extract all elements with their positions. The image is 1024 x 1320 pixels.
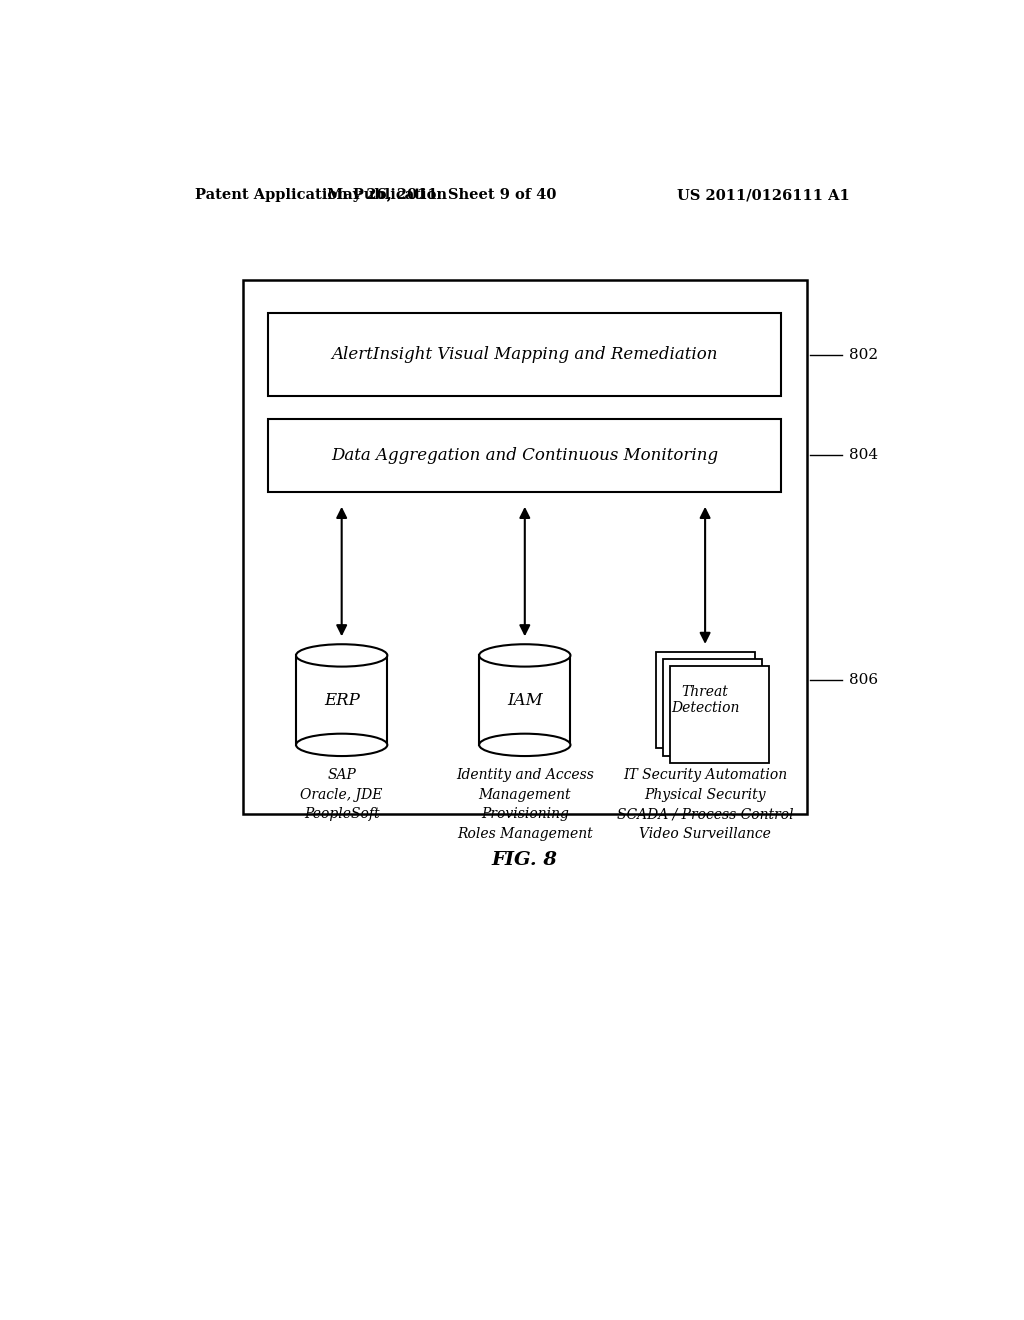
Text: AlertInsight Visual Mapping and Remediation: AlertInsight Visual Mapping and Remediat…: [332, 346, 718, 363]
Text: FIG. 8: FIG. 8: [492, 850, 558, 869]
Text: IT Security Automation
Physical Security
SCADA / Process Control
Video Surveilla: IT Security Automation Physical Security…: [616, 768, 794, 841]
Bar: [268, 313, 781, 396]
Bar: [268, 418, 781, 492]
Bar: [296, 656, 387, 744]
Ellipse shape: [296, 644, 387, 667]
Text: Patent Application Publication: Patent Application Publication: [196, 189, 447, 202]
Text: May 26, 2011  Sheet 9 of 40: May 26, 2011 Sheet 9 of 40: [327, 189, 556, 202]
Text: 802: 802: [849, 347, 878, 362]
Ellipse shape: [296, 734, 387, 756]
Text: US 2011/0126111 A1: US 2011/0126111 A1: [677, 189, 849, 202]
Text: Threat
Detection: Threat Detection: [671, 685, 739, 715]
Text: 804: 804: [849, 449, 878, 462]
Bar: [243, 280, 807, 814]
Text: SAP
Oracle, JDE
PeopleSoft: SAP Oracle, JDE PeopleSoft: [300, 768, 383, 821]
Text: Identity and Access
Management
Provisioning
Roles Management: Identity and Access Management Provision…: [456, 768, 594, 841]
Bar: [670, 667, 769, 763]
Text: ERP: ERP: [324, 692, 359, 709]
Ellipse shape: [479, 644, 570, 667]
Bar: [663, 659, 762, 755]
Text: 806: 806: [849, 673, 878, 686]
Bar: [479, 656, 570, 744]
Text: Data Aggregation and Continuous Monitoring: Data Aggregation and Continuous Monitori…: [331, 446, 719, 463]
Text: IAM: IAM: [507, 692, 543, 709]
Ellipse shape: [479, 734, 570, 756]
Bar: [655, 652, 755, 748]
